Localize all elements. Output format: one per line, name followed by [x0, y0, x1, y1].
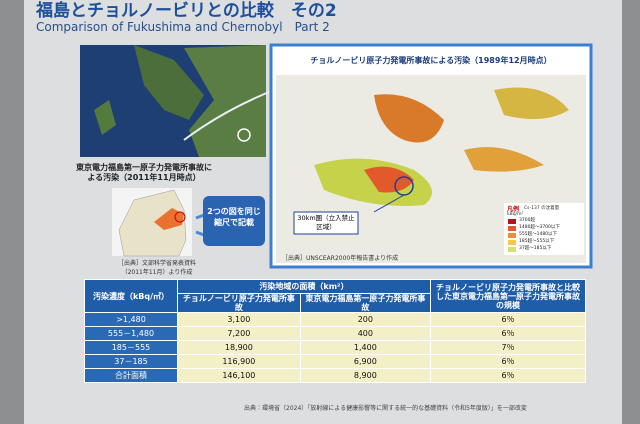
legend-swatches	[508, 219, 516, 252]
contamination	[494, 87, 569, 119]
legend-title: 凡例	[507, 206, 520, 213]
header-cell: 汚染地域の面積（km²）	[177, 279, 431, 294]
poster: 福島とチョルノービリとの比較 その2 Comparison of Fukushi…	[24, 0, 622, 424]
header-cell: チョルノービリ原子力発電所事故	[177, 293, 301, 313]
connector	[183, 89, 275, 141]
table-cell: 7,200	[177, 326, 301, 341]
table-cell: 555－1,480	[84, 326, 178, 341]
legend-label: 37超〜185以下	[519, 246, 552, 251]
table-cell: 6％	[430, 354, 586, 369]
footer: 出典：環境省（2024）「放射線による健康影響等に関する統一的な基礎資料（令和5…	[244, 405, 527, 412]
land	[134, 45, 204, 120]
contamination	[374, 94, 444, 143]
scale-box	[203, 196, 265, 246]
table-row: 37－185 116,900 6,900 6％	[84, 354, 586, 369]
table-cell: 合計面積	[84, 368, 178, 383]
comparison-table: 汚染濃度（kBq/㎡） 汚染地域の面積（km²） チョルノービリ原子力発電所事故…	[84, 279, 586, 383]
table-cell: 146,100	[177, 368, 301, 383]
table-cell: 116,900	[177, 354, 301, 369]
header-cell: 汚染濃度（kBq/㎡）	[84, 279, 178, 313]
zone-circle	[174, 211, 186, 223]
contamination	[364, 166, 414, 193]
table-cell: 6％	[430, 368, 586, 383]
legend-swatch	[508, 226, 516, 231]
subtitle: Comparison of Fukushima and Chernobyl Pa…	[36, 20, 330, 34]
legend-swatch	[508, 247, 516, 252]
legend-swatch	[508, 219, 516, 224]
table-cell: >1,480	[84, 312, 178, 327]
maps	[80, 43, 593, 269]
table-row: 555－1,480 7,200 400 6％	[84, 326, 586, 341]
zone-label: 30km圏（立入禁止区域）	[297, 214, 355, 231]
scale-note: 2つの図を同じ縮尺で記載	[207, 207, 261, 227]
table-cell: 7％	[430, 340, 586, 355]
table-cell: 185－555	[84, 340, 178, 355]
legend-swatch	[508, 233, 516, 238]
zone-box	[293, 211, 359, 235]
table-cell: 37－185	[84, 354, 178, 369]
header-cell: チョルノービリ原子力発電所事故と比較した東京電力福島第一原子力発電所事故の規模	[430, 279, 586, 313]
right-caption: チョルノービリ原子力発電所事故による汚染（1989年12月時点）	[310, 56, 552, 65]
left-source: ［出典］文部科学省発表資料（2011年11月）より作成	[117, 260, 196, 276]
table-body: >1,480 3,100 200 6％ 555－1,480 7,200 400 6％ 185－5…	[84, 312, 586, 383]
contamination	[464, 147, 544, 172]
table-row: 185－555 18,900 1,400 7％	[84, 340, 586, 355]
land	[94, 100, 116, 135]
table-cell: 3,100	[177, 312, 301, 327]
header-cell: 東京電力福島第一原子力発電所事故	[299, 293, 432, 313]
zone-circle	[237, 128, 251, 142]
legend-label: 1480超〜3700以下	[519, 225, 560, 230]
right-source: ［出典］UNSCEAR2000年報告書より作成	[282, 255, 399, 262]
title: 福島とチョルノービリとの比較 その2	[36, 1, 337, 21]
table-cell: 400	[299, 326, 432, 341]
arrow	[195, 213, 205, 237]
legend-swatch	[508, 240, 516, 245]
table-cell: 200	[299, 312, 432, 327]
legend-unit: kBq/m²	[507, 212, 524, 217]
table-row: 合計面積 146,100 8,900 6％	[84, 368, 586, 383]
legend-label: 3700超	[519, 218, 535, 223]
legend-subtitle: Cs-137 の沈着量	[524, 206, 560, 211]
table-cell: 8,900	[299, 368, 432, 383]
table-row: >1,480 3,100 200 6％	[84, 312, 586, 327]
left-caption: 東京電力福島第一原子力発電所事故による汚染（2011年11月時点）	[76, 163, 212, 182]
pointer	[373, 194, 405, 213]
table-cell: 6％	[430, 312, 586, 327]
legend-label: 185超〜555以下	[519, 239, 555, 244]
table-cell: 1,400	[299, 340, 432, 355]
legend-label: 555超〜1480以下	[519, 232, 558, 237]
legend-box	[504, 203, 584, 255]
table-cell: 6％	[430, 326, 586, 341]
table-cell: 18,900	[177, 340, 301, 355]
table-cell: 6,900	[299, 354, 432, 369]
